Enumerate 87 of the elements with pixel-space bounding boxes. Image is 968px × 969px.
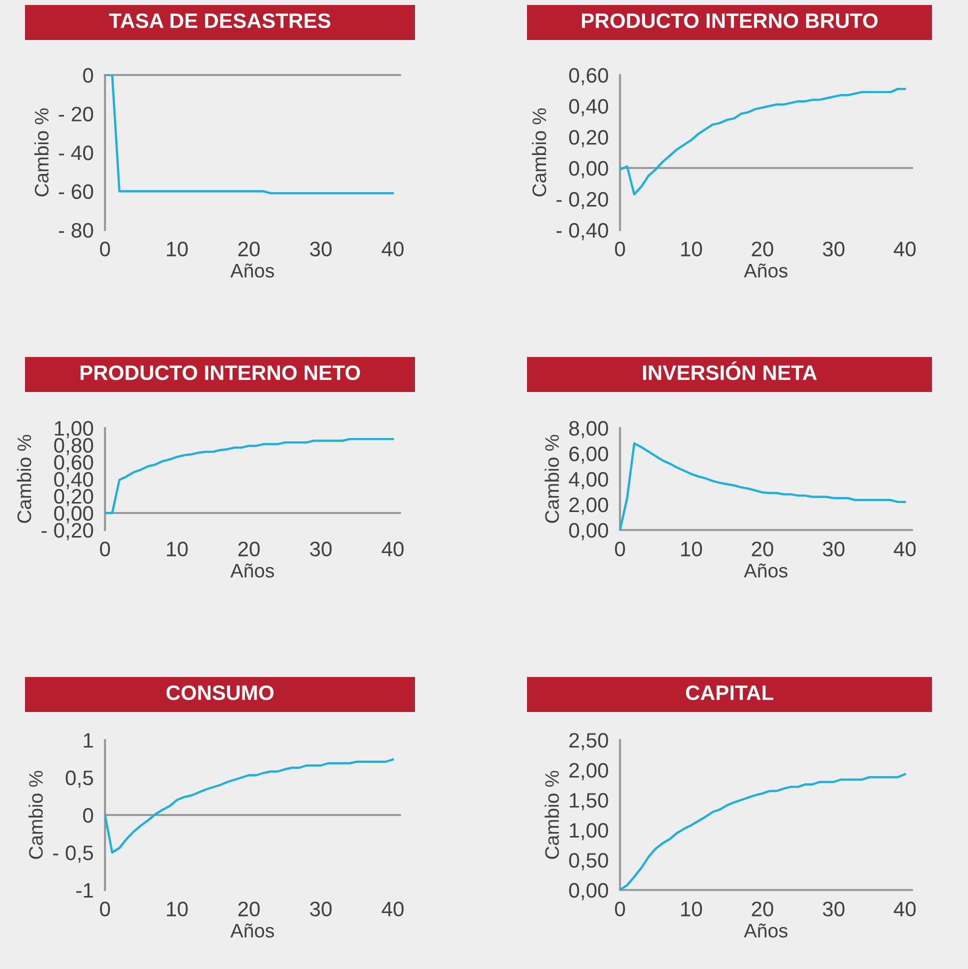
y-tick-label: 2,00 — [569, 498, 608, 515]
y-tick-label: 4,00 — [568, 472, 608, 490]
x-tick-label: 40 — [894, 542, 916, 556]
y-axis-title: Cambio % — [544, 434, 559, 523]
y-tick-label: 0,40 — [569, 99, 608, 116]
x-axis-title: Años — [744, 923, 788, 938]
y-tick-label: - 0,20 — [556, 192, 608, 210]
x-tick-label: 30 — [822, 542, 844, 556]
chart-title: INVERSIÓN NETA — [643, 361, 817, 380]
chart-title: TASA DE DESASTRES — [109, 13, 330, 28]
y-tick-label: 0,20 — [569, 130, 608, 148]
y-tick-label: - 0,5 — [53, 846, 94, 863]
y-tick-label: - 0,20 — [42, 523, 94, 540]
y-tick-label: 0,60 — [54, 455, 94, 472]
x-axis-title: Años — [744, 263, 788, 278]
x-axis-title: Años — [230, 923, 274, 938]
x-tick-label: 0 — [615, 242, 625, 256]
x-tick-label: 20 — [238, 242, 260, 256]
y-axis-title: Cambio % — [544, 770, 559, 859]
x-tick-label: 30 — [822, 242, 844, 256]
x-tick-label: 10 — [681, 242, 702, 256]
x-tick-label: 20 — [752, 902, 774, 916]
line-series — [105, 438, 394, 514]
x-tick-label: 10 — [681, 902, 702, 916]
y-tick-label: 8,00 — [569, 421, 608, 438]
y-tick-label: 1,00 — [54, 421, 94, 438]
y-tick-label: 2,00 — [569, 763, 608, 780]
y-tick-label: 0 — [83, 808, 94, 823]
x-tick-label: 0 — [100, 902, 110, 916]
y-tick-label: - 80 — [58, 223, 94, 238]
x-tick-label: 30 — [822, 902, 844, 916]
y-tick-label: 0,80 — [54, 438, 94, 456]
y-tick-label: 0,00 — [569, 161, 608, 178]
line-series — [620, 773, 906, 890]
x-tick-label: 20 — [752, 242, 774, 256]
y-tick-label: 1 — [84, 733, 93, 748]
x-tick-label: 40 — [382, 242, 404, 256]
x-axis-title: Años — [230, 563, 274, 578]
y-tick-label: 0,00 — [569, 883, 608, 900]
x-tick-label: 20 — [752, 542, 774, 556]
y-tick-label: 1,00 — [570, 823, 608, 840]
y-tick-label: 2,50 — [569, 733, 608, 750]
y-tick-label: 0,5 — [66, 770, 94, 788]
x-tick-label: 20 — [238, 902, 260, 916]
y-tick-label: -1 — [76, 883, 93, 898]
x-tick-label: 40 — [382, 902, 404, 916]
x-tick-label: 40 — [894, 902, 916, 916]
x-tick-label: 0 — [615, 542, 625, 556]
x-tick-label: 40 — [382, 542, 404, 556]
x-tick-label: 0 — [615, 902, 625, 916]
y-tick-label: 0,00 — [54, 506, 94, 524]
x-tick-label: 30 — [310, 542, 332, 556]
x-tick-label: 10 — [681, 542, 702, 556]
x-tick-label: 10 — [166, 542, 188, 556]
y-tick-label: 0,00 — [569, 523, 608, 540]
y-axis-title: Cambio % — [28, 770, 43, 859]
x-tick-label: 20 — [238, 542, 260, 556]
y-axis-title: Cambio % — [532, 108, 546, 196]
x-axis-title: Años — [230, 263, 274, 278]
chart-title: CONSUMO — [166, 685, 274, 700]
chart-title: PRODUCTO INTERNO BRUTO — [582, 13, 878, 28]
y-tick-label: 0 — [83, 68, 94, 83]
line-series — [620, 88, 906, 196]
y-tick-label: - 60 — [58, 184, 94, 200]
line-series — [620, 442, 906, 530]
y-axis-title: Cambio % — [34, 108, 49, 196]
y-tick-label: 1,50 — [570, 793, 608, 810]
x-tick-label: 30 — [310, 242, 332, 256]
x-tick-label: 10 — [166, 242, 188, 256]
x-tick-label: 10 — [166, 902, 188, 916]
y-tick-label: 6,00 — [569, 446, 608, 464]
y-tick-label: - 0,40 — [556, 223, 608, 240]
y-tick-label: - 40 — [58, 146, 94, 160]
y-axis-title: Cambio % — [16, 434, 32, 523]
x-tick-label: 0 — [100, 542, 110, 556]
y-tick-label: 0,60 — [569, 68, 608, 86]
x-tick-label: 40 — [894, 242, 916, 256]
y-tick-label: - 20 — [58, 106, 94, 122]
x-tick-label: 0 — [100, 242, 110, 256]
line-series — [105, 758, 394, 854]
y-tick-label: 0,20 — [54, 489, 94, 506]
chart-title: CAPITAL — [686, 685, 774, 700]
x-axis-title: Años — [744, 563, 788, 578]
y-tick-label: 0,50 — [569, 853, 608, 870]
chart-title: PRODUCTO INTERNO NETO — [80, 365, 360, 380]
x-tick-label: 30 — [310, 902, 332, 916]
y-tick-label: 0,40 — [54, 472, 94, 490]
